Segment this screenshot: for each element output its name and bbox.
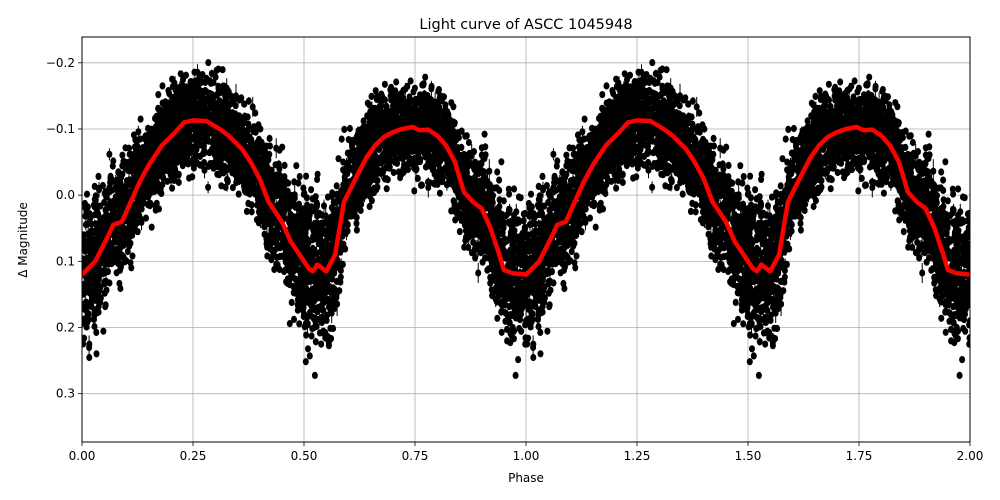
chart-title: Light curve of ASCC 1045948 <box>419 17 632 33</box>
observation-points <box>82 59 970 379</box>
y-axis-ticks: −0.2 −0.1 0.0 0.1 0.2 0.3 <box>46 56 82 401</box>
y-tick-label: 0.0 <box>56 188 75 202</box>
y-tick-label: −0.1 <box>46 122 75 136</box>
x-tick-label: 1.50 <box>735 449 762 463</box>
x-tick-label: 1.75 <box>846 449 873 463</box>
y-tick-label: 0.3 <box>56 387 75 401</box>
x-tick-label: 0.25 <box>180 449 207 463</box>
y-tick-label: 0.1 <box>56 254 75 268</box>
y-tick-label: 0.2 <box>56 321 75 335</box>
x-tick-label: 2.00 <box>957 449 984 463</box>
x-tick-label: 1.00 <box>513 449 540 463</box>
y-tick-label: −0.2 <box>46 56 75 70</box>
binned-mean-curve <box>82 118 970 277</box>
x-tick-label: 0.50 <box>291 449 318 463</box>
x-axis-label: Phase <box>508 471 544 485</box>
y-axis-label: Δ Magnitude <box>16 202 30 278</box>
x-tick-label: 1.25 <box>624 449 651 463</box>
x-tick-label: 0.00 <box>69 449 96 463</box>
x-axis-ticks: 0.00 0.25 0.50 0.75 1.00 1.25 1.50 1.75 2.00 <box>69 442 984 463</box>
x-tick-label: 0.75 <box>402 449 429 463</box>
